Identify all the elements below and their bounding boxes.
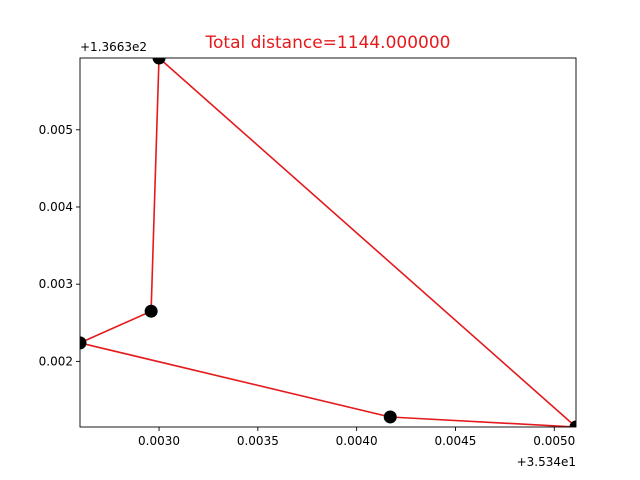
data-point-2 xyxy=(80,336,87,350)
route-line xyxy=(80,58,576,427)
x-tick-label-4: 0.0050 xyxy=(533,434,575,448)
y-tick-label-0: 0.002 xyxy=(39,354,73,368)
chart-title: Total distance=1144.000000 xyxy=(205,33,451,53)
x-tick-label-3: 0.0045 xyxy=(434,434,476,448)
y-tick-label-2: 0.004 xyxy=(39,200,73,214)
x-tick-label-1: 0.0035 xyxy=(237,434,279,448)
plot-area: 0.0030 0.0035 0.0040 0.0045 0.0050 0.002 0.003… xyxy=(39,57,577,448)
x-offset-label: +3.534e1 xyxy=(517,455,576,469)
x-tick-label-0: 0.0030 xyxy=(138,434,180,448)
data-point-3 xyxy=(383,410,397,424)
x-tick-label-2: 0.0040 xyxy=(336,434,378,448)
y-tick-label-3: 0.005 xyxy=(39,123,73,137)
y-tick-label-1: 0.003 xyxy=(39,277,73,291)
data-point-4 xyxy=(569,420,576,427)
data-point-1 xyxy=(144,304,158,318)
axes-frame xyxy=(79,57,577,428)
data-point-0 xyxy=(152,58,166,65)
y-offset-label: +1.3663e2 xyxy=(80,40,147,54)
